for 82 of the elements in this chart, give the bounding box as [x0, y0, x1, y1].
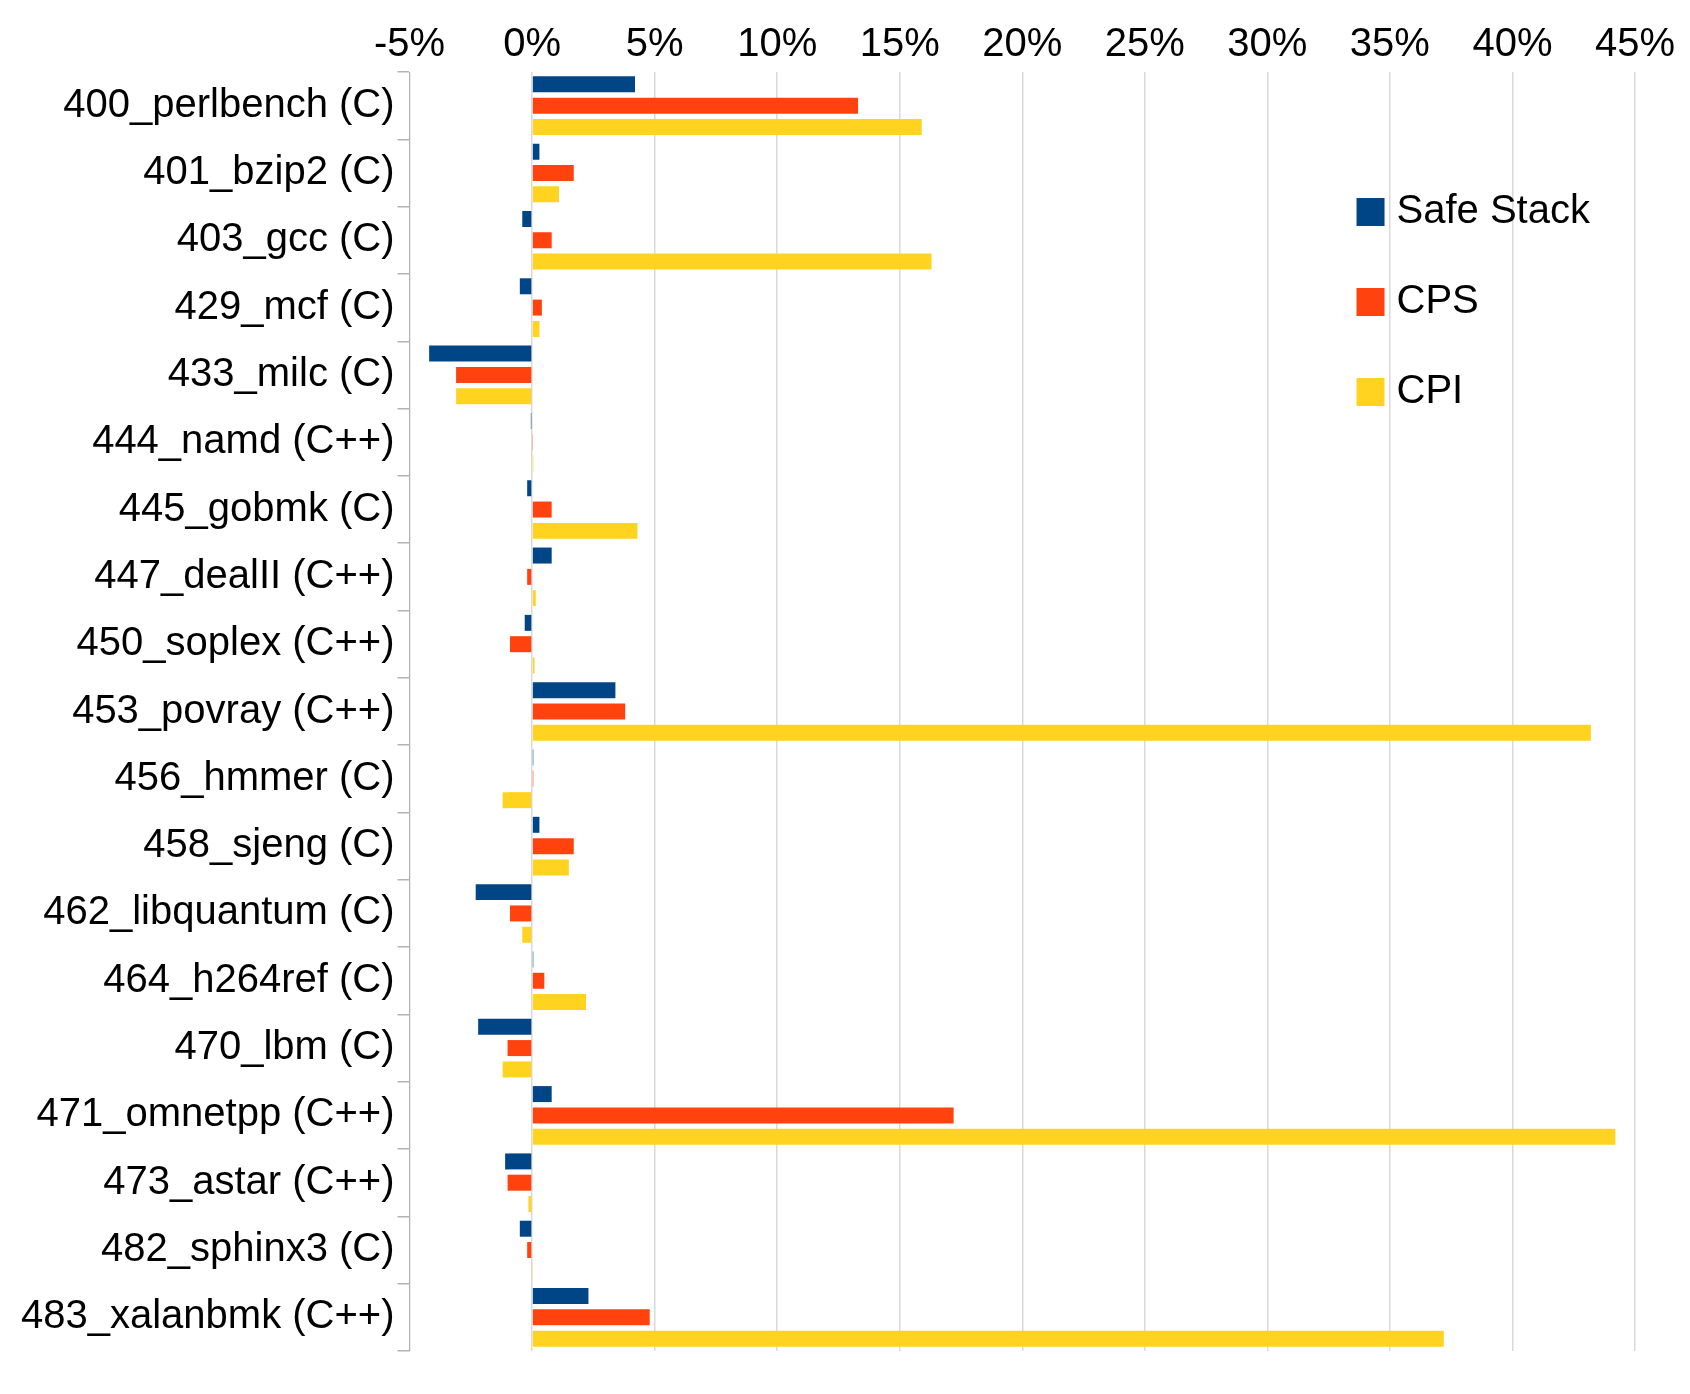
bar: [510, 905, 532, 922]
bar: [527, 1242, 532, 1259]
bar: [532, 522, 638, 539]
x-tick-label: 45%: [1594, 20, 1675, 65]
bar: [505, 1153, 532, 1170]
y-tick-label: 445_gobmk (C): [118, 484, 395, 529]
bar: [532, 232, 552, 249]
bar: [532, 118, 922, 135]
bar: [532, 1309, 650, 1326]
bar: [532, 501, 552, 518]
bar: [507, 1174, 532, 1191]
bar: [507, 1040, 532, 1057]
legend-label: CPI: [1396, 367, 1464, 412]
bar: [532, 859, 569, 876]
y-tick-label: 450_soplex (C++): [76, 619, 395, 664]
x-tick-label: 35%: [1349, 20, 1430, 65]
bar: [532, 164, 574, 181]
bar: [532, 838, 574, 855]
bar: [478, 1018, 532, 1035]
bar: [532, 724, 1591, 741]
y-tick-label: 456_hmmer (C): [114, 753, 395, 798]
bar: [532, 299, 542, 316]
y-tick-label: 482_sphinx3 (C): [101, 1225, 395, 1270]
bar: [532, 186, 560, 203]
y-tick-label: 471_omnetpp (C++): [36, 1090, 395, 1135]
bar: [527, 568, 532, 585]
bar: [532, 547, 552, 564]
bar: [502, 792, 532, 809]
x-tick-label: 0%: [503, 20, 561, 65]
y-tick-label: 433_milc (C): [167, 349, 395, 394]
bar: [532, 1107, 954, 1124]
legend-label: Safe Stack: [1396, 187, 1591, 232]
y-tick-label: 447_dealII (C++): [94, 551, 395, 596]
bar: [532, 143, 540, 160]
x-tick-label: 20%: [982, 20, 1063, 65]
bar: [532, 1288, 589, 1305]
y-tick-label: 473_astar (C++): [103, 1157, 395, 1202]
bar: [522, 926, 532, 943]
bar: [532, 1128, 1616, 1145]
bar: [519, 1220, 532, 1237]
bar: [510, 636, 532, 653]
bar: [532, 972, 545, 989]
y-tick-label: 483_xalanbmk (C++): [20, 1292, 395, 1337]
bar: [532, 253, 932, 270]
y-tick-label: 429_mcf (C): [174, 282, 395, 327]
bar: [429, 345, 532, 362]
bar: [456, 366, 532, 383]
y-tick-label: 458_sjeng (C): [143, 821, 395, 866]
bar: [532, 816, 540, 833]
x-tick-label: 40%: [1472, 20, 1553, 65]
bar: [532, 97, 859, 114]
x-tick-label: -5%: [373, 20, 446, 65]
bar: [532, 994, 586, 1011]
legend-label: CPS: [1396, 277, 1479, 322]
x-tick-label: 25%: [1104, 20, 1185, 65]
bar: [456, 388, 532, 405]
y-tick-label: 453_povray (C++): [72, 686, 395, 731]
bar: [532, 76, 636, 93]
y-tick-label: 464_h264ref (C): [103, 955, 395, 1000]
bar: [528, 1196, 532, 1213]
bar: [532, 682, 616, 699]
bar: [532, 703, 626, 720]
bar: [532, 320, 540, 337]
y-tick-label: 470_lbm (C): [174, 1023, 395, 1068]
bar: [527, 480, 532, 497]
y-tick-label: 403_gcc (C): [176, 215, 395, 260]
bar: [532, 1086, 552, 1103]
bar: [532, 590, 536, 607]
bar: [475, 884, 532, 901]
bar: [532, 1330, 1444, 1347]
bar: [524, 614, 532, 631]
bar: [502, 1061, 532, 1078]
y-tick-label: 400_perlbench (C): [63, 80, 395, 125]
x-tick-label: 5%: [625, 20, 684, 65]
x-tick-label: 30%: [1227, 20, 1308, 65]
x-tick-label: 10%: [737, 20, 818, 65]
y-tick-label: 444_namd (C++): [92, 417, 395, 462]
bar: [519, 278, 532, 295]
x-tick-label: 15%: [859, 20, 940, 65]
y-tick-label: 401_bzip2 (C): [143, 148, 395, 192]
y-tick-label: 462_libquantum (C): [43, 888, 395, 933]
bar: [522, 210, 532, 227]
